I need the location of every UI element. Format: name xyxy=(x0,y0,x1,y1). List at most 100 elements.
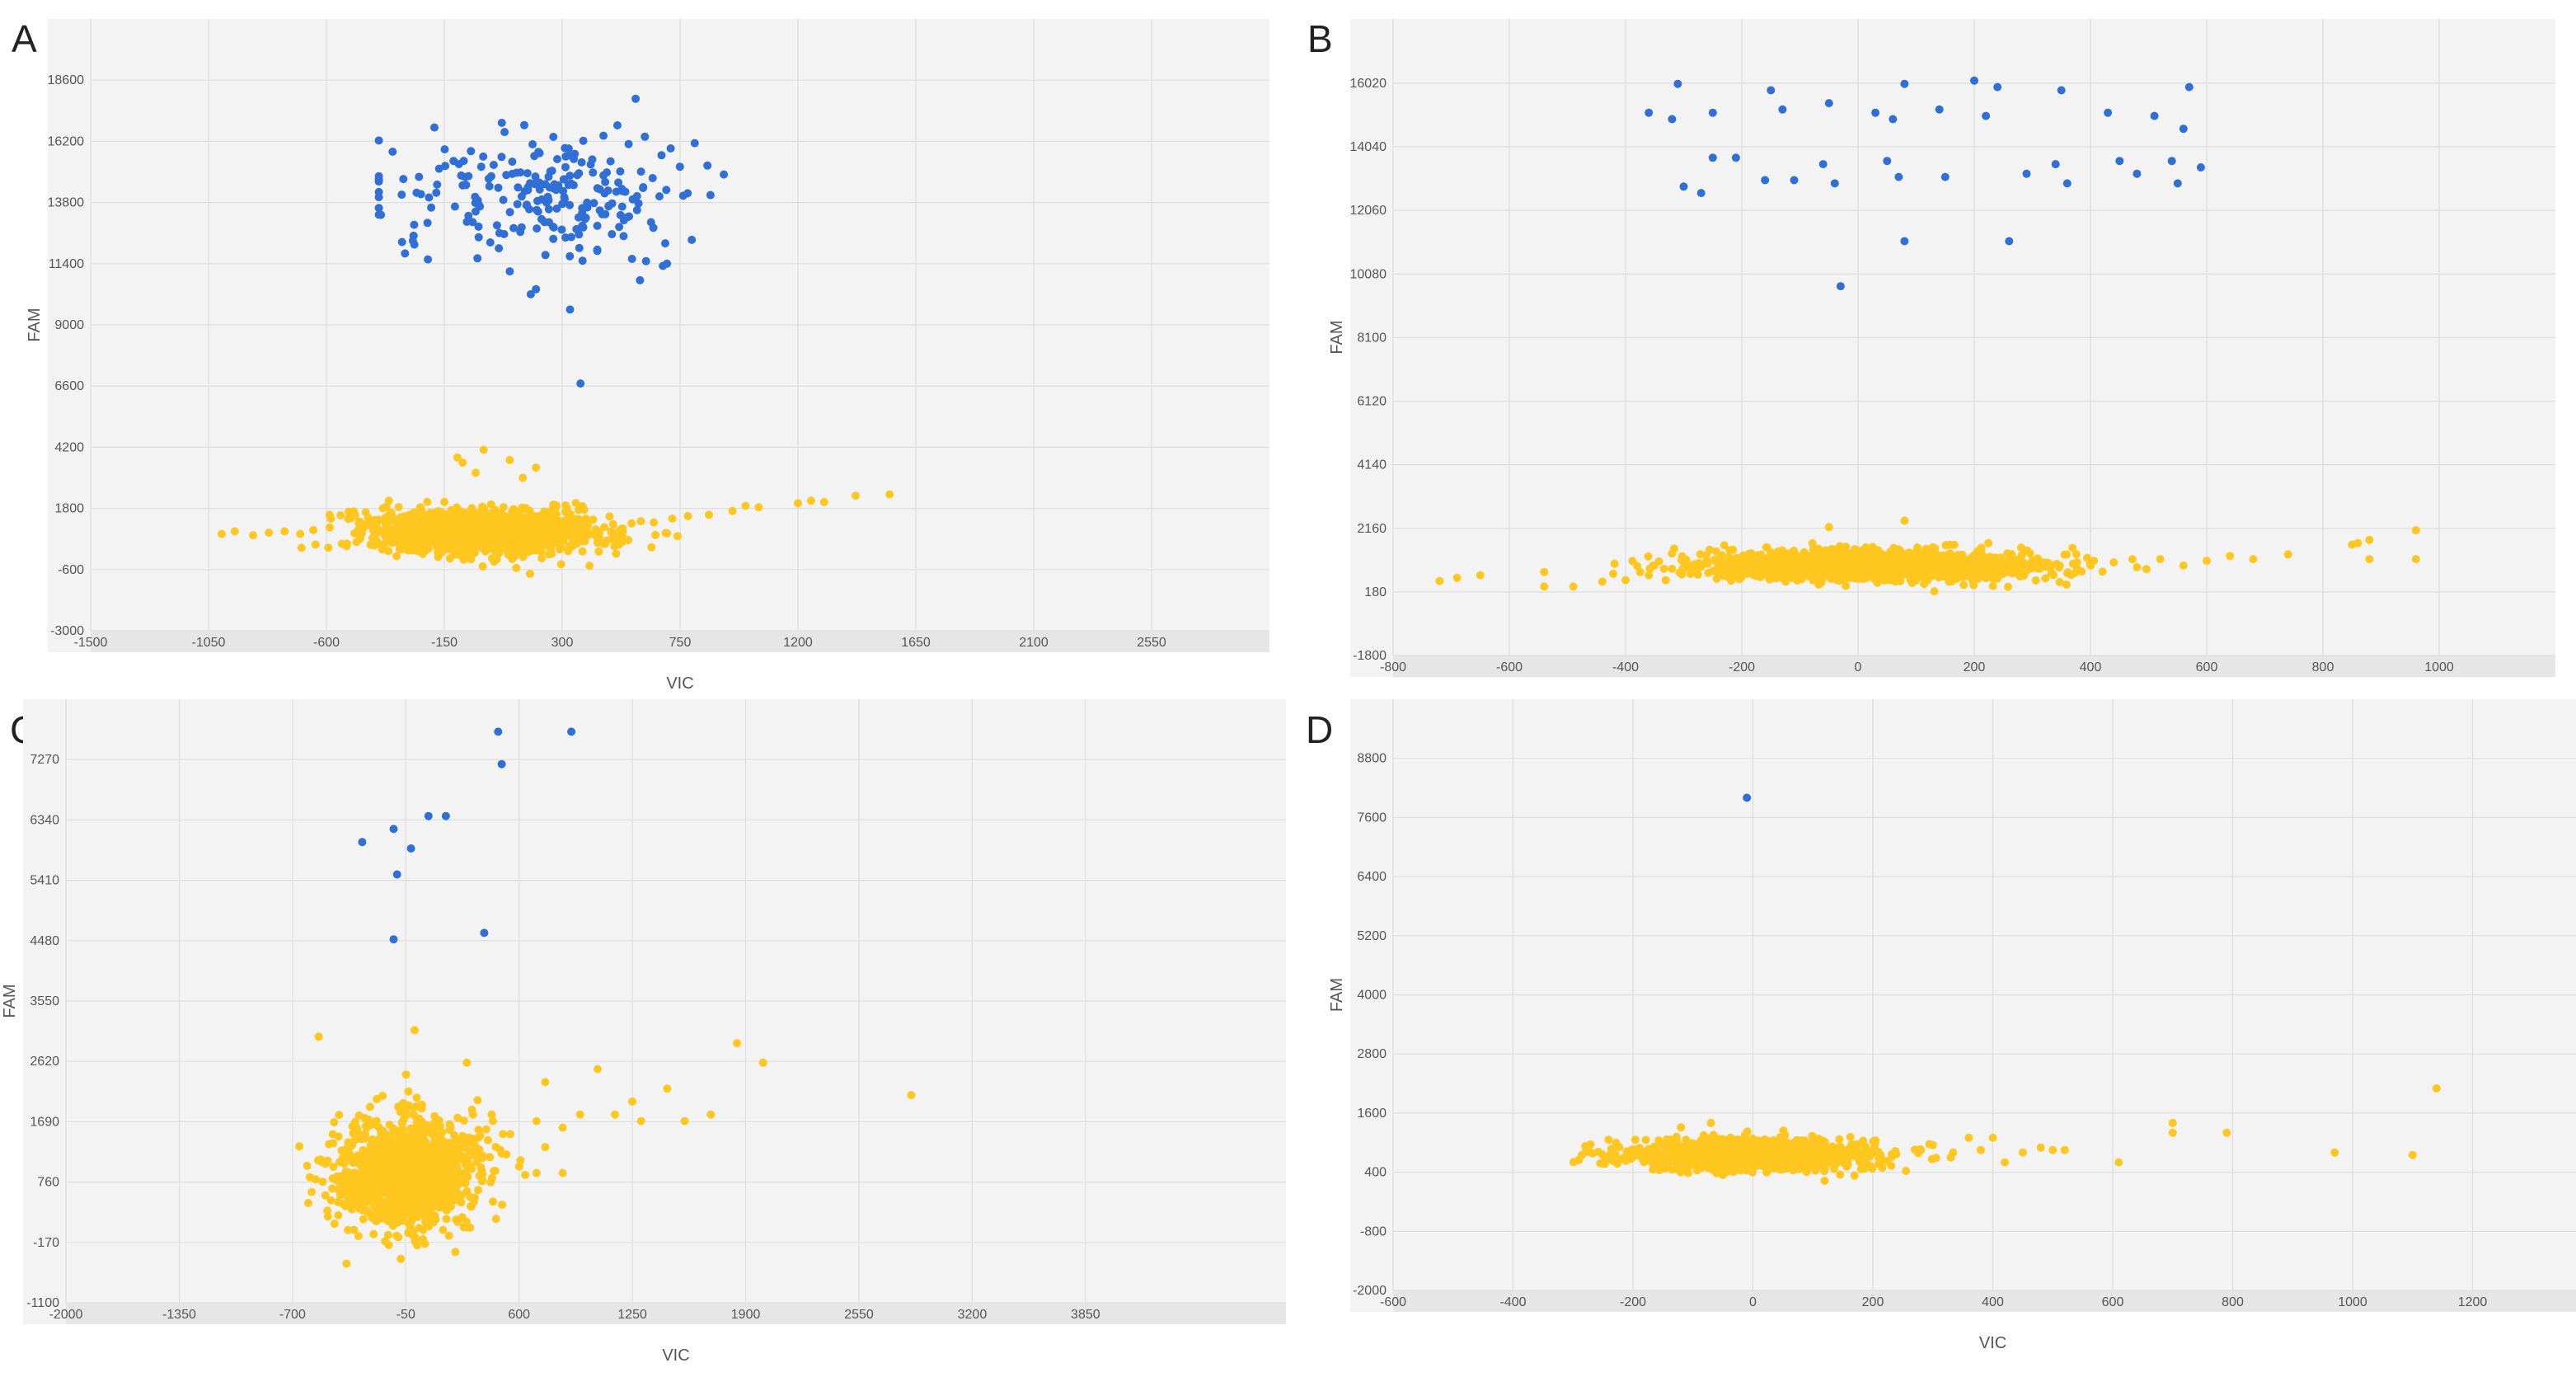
data-point xyxy=(687,235,697,244)
data-point xyxy=(2365,555,2374,564)
x-axis-label: VIC xyxy=(1979,1334,2006,1352)
data-point xyxy=(621,187,630,196)
data-point xyxy=(1993,82,2002,92)
data-point xyxy=(541,251,550,260)
data-point xyxy=(364,1147,373,1156)
data-point xyxy=(217,529,226,538)
data-point xyxy=(567,727,576,736)
data-point xyxy=(624,139,633,148)
x-tick-label: 1000 xyxy=(2338,1295,2367,1309)
data-point xyxy=(498,1201,507,1210)
data-point xyxy=(2068,543,2077,552)
data-point xyxy=(499,195,508,204)
data-point xyxy=(1750,556,1759,565)
data-point xyxy=(303,1161,312,1170)
data-point xyxy=(495,543,504,552)
data-point xyxy=(1668,115,1677,124)
data-point xyxy=(435,1203,443,1212)
data-point xyxy=(546,510,555,519)
data-point xyxy=(574,213,583,222)
data-point xyxy=(374,204,383,213)
data-point xyxy=(380,1198,389,1207)
data-point xyxy=(1745,550,1754,559)
x-tick-label: 0 xyxy=(1749,1295,1757,1309)
data-point xyxy=(500,229,509,238)
data-point xyxy=(668,515,677,523)
series-fam-positive xyxy=(374,94,729,388)
data-point xyxy=(2017,551,2026,560)
data-point xyxy=(1982,111,1991,120)
data-point xyxy=(1900,554,1909,563)
data-point xyxy=(373,526,382,535)
y-tick-label: 2800 xyxy=(1357,1047,1387,1061)
data-point xyxy=(1879,562,1888,571)
data-point xyxy=(580,214,589,223)
data-point xyxy=(526,569,534,578)
data-point xyxy=(663,529,672,538)
data-point xyxy=(442,543,451,551)
data-point xyxy=(512,563,521,572)
data-point xyxy=(1708,153,1717,162)
data-point xyxy=(420,521,429,530)
y-axis-label: FAM xyxy=(1328,320,1346,354)
data-point xyxy=(347,1191,356,1201)
data-point xyxy=(1900,237,1909,246)
data-point xyxy=(522,200,531,209)
data-point xyxy=(459,1116,468,1125)
data-point xyxy=(495,244,504,253)
data-point xyxy=(431,1215,440,1224)
data-point xyxy=(570,535,579,544)
data-point xyxy=(388,148,397,156)
x-tick-label: 3200 xyxy=(958,1308,988,1322)
data-point xyxy=(570,154,579,163)
data-point xyxy=(636,275,645,284)
data-point xyxy=(388,1126,397,1135)
data-point xyxy=(567,233,575,242)
series-fam-negative xyxy=(1569,1084,2441,1185)
data-point xyxy=(401,1202,411,1211)
x-tick-label: -600 xyxy=(313,636,340,650)
data-point xyxy=(589,199,598,208)
series-fam-negative xyxy=(295,1026,916,1268)
data-point xyxy=(1668,564,1677,573)
x-tick-label: 400 xyxy=(1982,1295,2004,1309)
data-point xyxy=(376,1164,385,1173)
data-point xyxy=(601,177,610,186)
data-point xyxy=(588,155,597,164)
data-point xyxy=(418,1130,427,1140)
data-point xyxy=(404,523,413,532)
data-point xyxy=(381,513,390,522)
data-point xyxy=(464,211,473,220)
data-point xyxy=(1830,179,1839,188)
data-point xyxy=(606,157,615,166)
data-point xyxy=(341,541,350,549)
data-point xyxy=(1737,561,1746,570)
data-point xyxy=(1863,555,1872,564)
data-point xyxy=(1781,577,1790,586)
data-point xyxy=(354,1111,364,1120)
data-point xyxy=(370,1148,379,1156)
data-point xyxy=(1797,575,1806,584)
data-point xyxy=(552,204,561,213)
data-point xyxy=(499,1130,508,1139)
data-point xyxy=(529,514,538,523)
data-point xyxy=(399,175,408,184)
y-tick-label: -1800 xyxy=(1353,649,1387,663)
data-point xyxy=(396,1135,405,1144)
data-point xyxy=(1871,108,1880,117)
data-point xyxy=(558,1123,567,1132)
x-tick-label: -600 xyxy=(1380,1295,1406,1309)
data-point xyxy=(615,526,624,535)
data-point xyxy=(415,172,424,181)
data-point xyxy=(444,1163,453,1172)
data-point xyxy=(558,200,567,209)
data-point xyxy=(2142,565,2151,574)
data-point xyxy=(2016,543,2025,552)
data-point xyxy=(514,548,522,557)
data-point xyxy=(2109,558,2119,566)
data-point xyxy=(1677,552,1687,561)
data-point xyxy=(413,1163,422,1172)
data-point xyxy=(1854,556,1863,565)
data-point xyxy=(355,534,364,543)
y-axis-label: FAM xyxy=(1328,978,1346,1012)
